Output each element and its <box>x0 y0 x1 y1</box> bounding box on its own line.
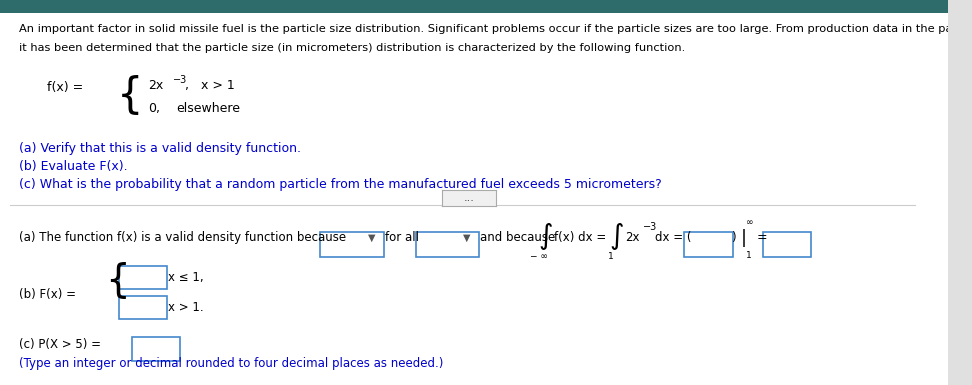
Text: (Type an integer or decimal rounded to four decimal places as needed.): (Type an integer or decimal rounded to f… <box>19 357 443 370</box>
Text: {: { <box>117 75 144 117</box>
Text: (b) F(x) =: (b) F(x) = <box>19 288 76 301</box>
Text: |: | <box>741 229 746 247</box>
Text: x ≤ 1,: x ≤ 1, <box>168 271 204 284</box>
FancyBboxPatch shape <box>321 232 384 257</box>
Text: (b) Evaluate F(x).: (b) Evaluate F(x). <box>19 160 127 173</box>
Text: ,   x > 1: , x > 1 <box>185 79 235 92</box>
Text: 2x: 2x <box>626 231 641 244</box>
Text: (c) P(X > 5) =: (c) P(X > 5) = <box>19 338 101 351</box>
Text: ▼: ▼ <box>368 233 375 243</box>
Text: ▼: ▼ <box>464 233 470 243</box>
Text: −3: −3 <box>643 222 658 232</box>
Text: 0,: 0, <box>148 102 159 115</box>
Text: (a) The function f(x) is a valid density function because: (a) The function f(x) is a valid density… <box>19 231 346 244</box>
Text: {: { <box>105 261 129 300</box>
Text: dx = (: dx = ( <box>655 231 692 244</box>
Text: for all: for all <box>385 231 419 244</box>
Text: ▲: ▲ <box>956 15 963 25</box>
Text: An important factor in solid missile fuel is the particle size distribution. Sig: An important factor in solid missile fue… <box>19 25 966 34</box>
Text: it has been determined that the particle size (in micrometers) distribution is c: it has been determined that the particle… <box>19 43 685 52</box>
Text: 1: 1 <box>746 251 751 260</box>
Text: =: = <box>756 231 767 244</box>
Text: −3: −3 <box>173 75 188 85</box>
Text: x > 1.: x > 1. <box>168 301 204 314</box>
Text: ∫: ∫ <box>538 222 553 250</box>
Text: ): ) <box>731 231 736 244</box>
Text: ∫: ∫ <box>609 222 624 250</box>
Text: (c) What is the probability that a random particle from the manufactured fuel ex: (c) What is the probability that a rando… <box>19 178 662 191</box>
Text: 1: 1 <box>608 253 613 261</box>
Text: f(x) dx =: f(x) dx = <box>554 231 606 244</box>
FancyBboxPatch shape <box>119 296 167 320</box>
Text: ...: ... <box>464 193 474 203</box>
Text: f(x) =: f(x) = <box>47 81 84 94</box>
Text: − ∞: − ∞ <box>531 253 548 261</box>
FancyBboxPatch shape <box>416 232 479 257</box>
Text: and because: and because <box>480 231 555 244</box>
FancyBboxPatch shape <box>132 338 181 361</box>
Text: ∞: ∞ <box>746 218 753 227</box>
FancyBboxPatch shape <box>684 232 733 257</box>
Text: elsewhere: elsewhere <box>176 102 240 115</box>
FancyBboxPatch shape <box>119 266 167 290</box>
Text: 2x: 2x <box>148 79 163 92</box>
Text: (a) Verify that this is a valid density function.: (a) Verify that this is a valid density … <box>19 142 301 155</box>
FancyBboxPatch shape <box>763 232 812 257</box>
